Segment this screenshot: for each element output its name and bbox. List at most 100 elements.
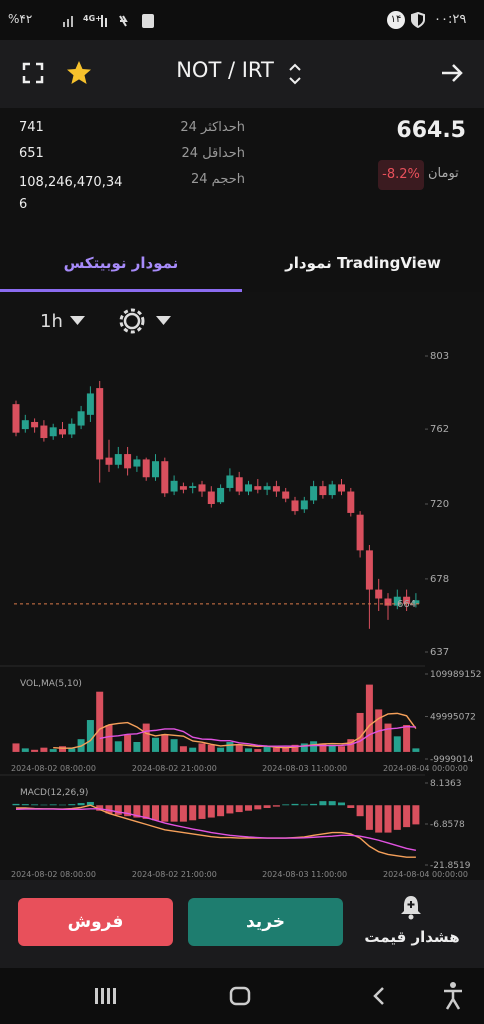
candle-body (291, 500, 299, 512)
volume-bar (133, 741, 141, 752)
volume-bar (403, 724, 411, 752)
candle-body (40, 425, 48, 439)
y-tick-label: -9999014 (430, 755, 474, 765)
volume-bar (152, 737, 159, 752)
macd-bar (319, 801, 327, 806)
currency: تومان (428, 166, 459, 181)
volume-bar (347, 739, 355, 752)
indicator-line (15, 808, 417, 852)
pair-switch-icon[interactable] (288, 62, 302, 86)
macd-bar (356, 805, 364, 817)
chart-area: 1h 803 762 720 678 637 664 109989152 49995072 -9… (0, 292, 484, 880)
x-tick-label: 2024-08-02 21:00:00 (132, 764, 217, 773)
macd-bar (133, 805, 141, 818)
candle-body (21, 420, 29, 430)
price-alert[interactable]: هشدار قیمت (364, 928, 460, 946)
y-tick-label: 720 (430, 499, 449, 510)
y-tick-label: -6.8578 (430, 820, 465, 830)
status-bar: %۴۲ 4G+ ۱۴ ۰۰:۲۹ (0, 0, 484, 40)
last-price-label: 664 (397, 599, 416, 610)
settings-caret[interactable] (156, 316, 171, 325)
indicator-line (99, 725, 416, 747)
macd-bar (300, 804, 308, 806)
macd-bar (49, 804, 57, 806)
macd-bar (86, 801, 94, 806)
volume-bar (31, 749, 39, 752)
volume-bar (68, 748, 76, 752)
macd-bar (347, 805, 355, 808)
volume-bar (310, 741, 318, 752)
accessibility-button[interactable] (444, 982, 462, 1010)
volume-bar (226, 741, 234, 752)
macd-bar (226, 805, 234, 814)
candle-body (12, 404, 20, 433)
macd-bar (68, 804, 76, 806)
candle-body (68, 423, 76, 435)
x-tick-label: 2024-08-02 21:00:00 (132, 870, 217, 879)
favorite-star[interactable] (66, 60, 92, 86)
back-button[interactable] (373, 987, 384, 1005)
macd-bar (161, 805, 169, 822)
indicator-line (16, 804, 416, 858)
macd-bar (21, 804, 29, 806)
volume-bar (49, 749, 57, 752)
candle-body (49, 427, 57, 437)
candle-body (31, 421, 39, 428)
macd-bar (291, 803, 299, 806)
network: 4G+ (83, 14, 102, 23)
volume-bar (114, 741, 122, 752)
candle-body (142, 459, 150, 478)
back-arrow[interactable] (440, 62, 464, 84)
macd-bar (142, 805, 150, 819)
volume-bar (365, 684, 373, 752)
candle-body (347, 491, 355, 513)
buy-button[interactable]: خرید (188, 898, 343, 946)
candle-body (328, 484, 336, 496)
candle-body (133, 459, 141, 467)
market-stats: 741 حداکثر 24h 651 حداقل 24h 108,246,470… (0, 108, 484, 240)
recents-button[interactable] (95, 988, 116, 1004)
volume-bar (170, 739, 178, 752)
macd-bar (170, 805, 178, 822)
macd-bar (12, 803, 20, 806)
volume-bar (412, 748, 420, 752)
high-24h-label: حداکثر 24h (180, 120, 245, 135)
candle-body (96, 388, 104, 460)
pair-title[interactable]: NOT / IRT (176, 58, 274, 82)
volume-bar (105, 724, 113, 752)
macd-bar (254, 805, 262, 810)
volume-bar (12, 743, 20, 752)
candle-body (207, 491, 215, 504)
y-tick-label: 637 (430, 647, 449, 658)
candle-body (59, 429, 66, 435)
macd-bar (375, 805, 383, 833)
tab-active[interactable]: نمودار نوبیتکس (63, 254, 179, 272)
x-tick-label: 2024-08-04 00:00:00 (383, 870, 468, 879)
volume-bar (217, 747, 225, 752)
interval[interactable]: 1h (40, 311, 63, 332)
macd-bar (393, 805, 401, 830)
macd-bar (124, 805, 132, 817)
home-button[interactable] (229, 986, 251, 1006)
panel-title: MACD(12,26,9) (20, 788, 88, 798)
volume-bar (142, 723, 150, 752)
macd-bar (96, 805, 104, 811)
candle-body (105, 457, 113, 465)
indicator-line (53, 712, 417, 749)
macd-bar (217, 805, 225, 817)
interval-caret[interactable] (70, 316, 85, 325)
x-tick-label: 2024-08-02 08:00:00 (11, 764, 96, 773)
macd-bar (282, 804, 290, 806)
settings-icon[interactable] (119, 308, 145, 334)
volume-bar (263, 746, 271, 752)
candle-body (310, 486, 318, 501)
candle-body (272, 486, 280, 492)
fullscreen-button[interactable] (22, 62, 44, 84)
volume-bar (393, 736, 401, 752)
tab-tradingview[interactable]: نمودار TradingView (285, 254, 441, 272)
macd-bar (365, 805, 373, 830)
bell-icon[interactable] (398, 894, 424, 920)
candle-body (403, 596, 411, 604)
chart-tabs: نمودار نوبیتکس نمودار TradingView (0, 240, 484, 292)
sell-button[interactable]: فروش (18, 898, 173, 946)
